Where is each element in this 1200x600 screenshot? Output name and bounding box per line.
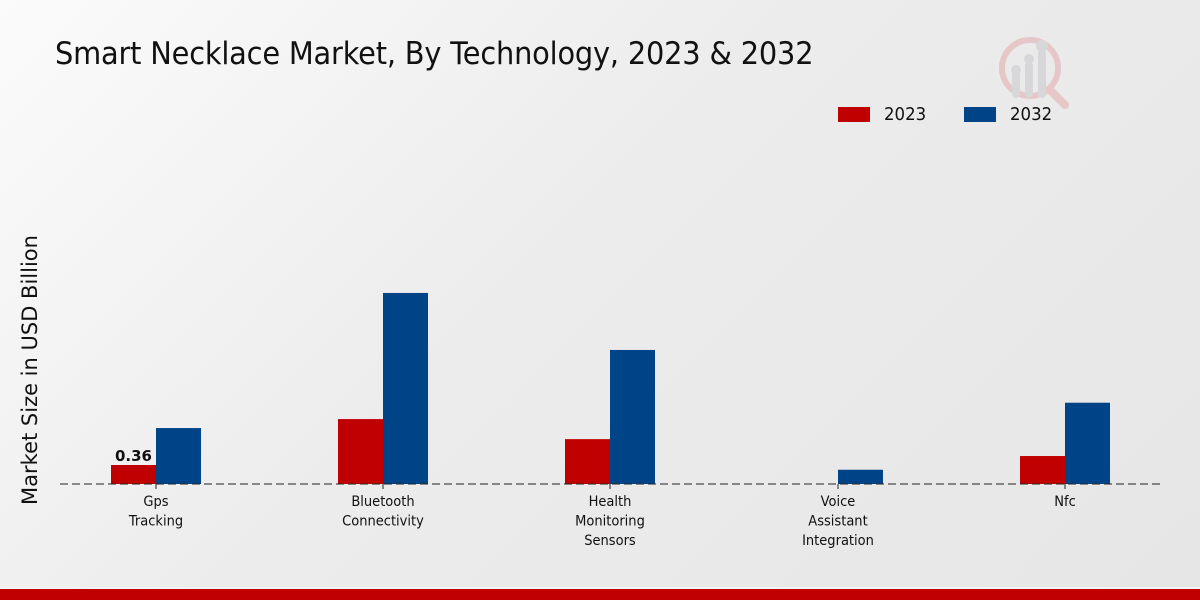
x-tick-label-1-1: Connectivity bbox=[342, 513, 424, 530]
x-tick-label-4-0: Nfc bbox=[1054, 493, 1076, 510]
x-tick-label-3-2: Integration bbox=[802, 532, 874, 549]
x-tick-label-0-1: Tracking bbox=[128, 513, 183, 530]
x-tick-label-2-0: Health bbox=[589, 493, 632, 510]
bar-2023-4 bbox=[1020, 456, 1065, 484]
legend-item-2032: 2032 bbox=[963, 104, 1056, 125]
legend-label-2023: 2023 bbox=[884, 104, 927, 125]
bar-2023-0 bbox=[111, 465, 156, 484]
bar-2032-1 bbox=[383, 292, 428, 484]
footer-divider bbox=[0, 587, 1200, 589]
chart-title: Smart Necklace Market, By Technology, 20… bbox=[55, 36, 814, 72]
legend: 2023 2032 bbox=[838, 104, 1090, 125]
footer-bar bbox=[0, 589, 1200, 600]
bar-2023-1 bbox=[338, 419, 383, 484]
bar-2032-4 bbox=[1065, 402, 1110, 484]
legend-swatch-2023 bbox=[838, 107, 870, 122]
x-tick-label-3-0: Voice bbox=[821, 493, 856, 510]
bar-2032-2 bbox=[610, 349, 655, 484]
legend-swatch-2032 bbox=[963, 107, 996, 122]
x-tick-label-0-0: Gps bbox=[143, 493, 168, 510]
x-tick-label-1-0: Bluetooth bbox=[351, 493, 414, 510]
x-tick-label-2-2: Sensors bbox=[584, 532, 635, 549]
bar-2032-0 bbox=[156, 428, 201, 484]
bar-2023-2 bbox=[565, 439, 610, 484]
legend-item-2023: 2023 bbox=[838, 104, 930, 125]
data-label-0: 0.36 bbox=[115, 447, 152, 465]
x-tick-label-2-1: Monitoring bbox=[575, 513, 645, 530]
watermark-logo-icon bbox=[999, 37, 1069, 109]
x-tick-label-3-1: Assistant bbox=[808, 513, 868, 530]
bar-2032-3 bbox=[838, 469, 883, 484]
legend-label-2032: 2032 bbox=[1009, 104, 1052, 125]
